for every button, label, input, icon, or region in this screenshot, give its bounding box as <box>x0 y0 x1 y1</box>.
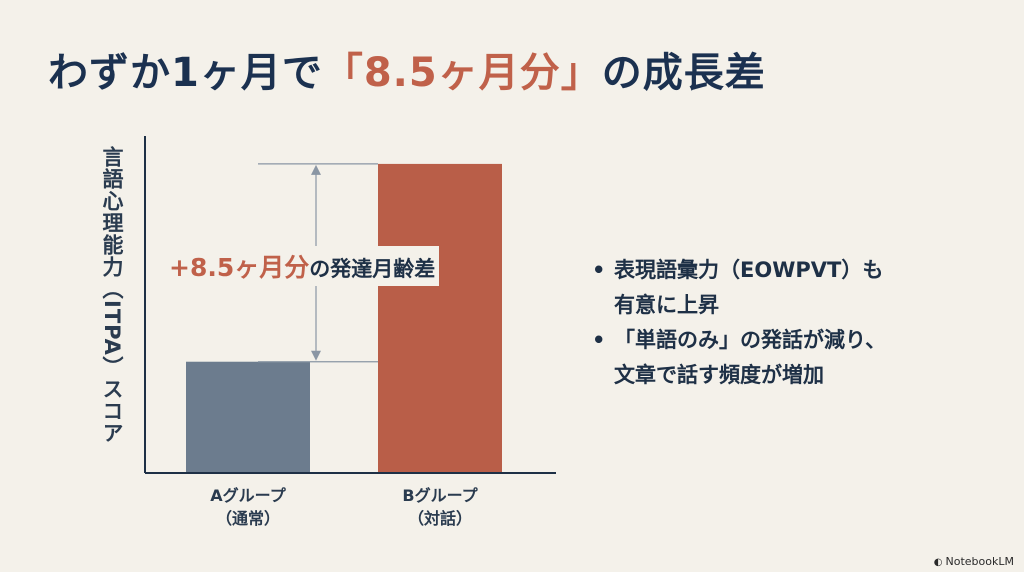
title-suffix: の成長差 <box>601 50 766 96</box>
arrow-down-head <box>311 350 321 361</box>
brand-label: NotebookLM <box>945 555 1014 568</box>
bullet-line: 文章で話す頻度が増加 <box>614 363 824 387</box>
bullet-line: 表現語彙力（EOWPVT）も <box>614 258 884 282</box>
bar-group-b <box>378 163 502 473</box>
annotation-text: の発達月齢差 <box>309 257 436 281</box>
brand-watermark: ◐ NotebookLM <box>934 555 1014 568</box>
y-axis-label: 言語心理能力（ITPA）スコア <box>100 146 124 444</box>
x-tick-label: Aグループ （通常） <box>168 484 328 530</box>
x-tick-label-line: （対話） <box>407 509 472 528</box>
x-tick-label-line: Aグループ <box>210 486 286 505</box>
page-title: わずか1ヶ月で「8.5ヶ月分」の成長差 <box>48 40 766 98</box>
bar-group-a <box>186 361 310 473</box>
notebooklm-icon: ◐ <box>933 557 943 568</box>
difference-annotation: +8.5ヶ月分の発達月齢差 <box>165 246 440 286</box>
bars-group <box>186 163 502 473</box>
title-highlight: 「8.5ヶ月分」 <box>322 50 602 96</box>
bullet-item: 「単語のみ」の発話が減り、文章で話す頻度が増加 <box>592 323 886 393</box>
bullet-line: 有意に上昇 <box>614 293 719 317</box>
arrow-up-head <box>311 164 321 175</box>
x-tick-label-line: （通常） <box>215 509 280 528</box>
x-tick-label: Bグループ （対話） <box>360 484 520 530</box>
x-tick-label-line: Bグループ <box>402 486 478 505</box>
title-prefix: わずか1ヶ月で <box>48 50 323 96</box>
annotation-value: +8.5ヶ月分 <box>169 253 310 282</box>
bullet-line: 「単語のみ」の発話が減り、 <box>614 328 887 352</box>
